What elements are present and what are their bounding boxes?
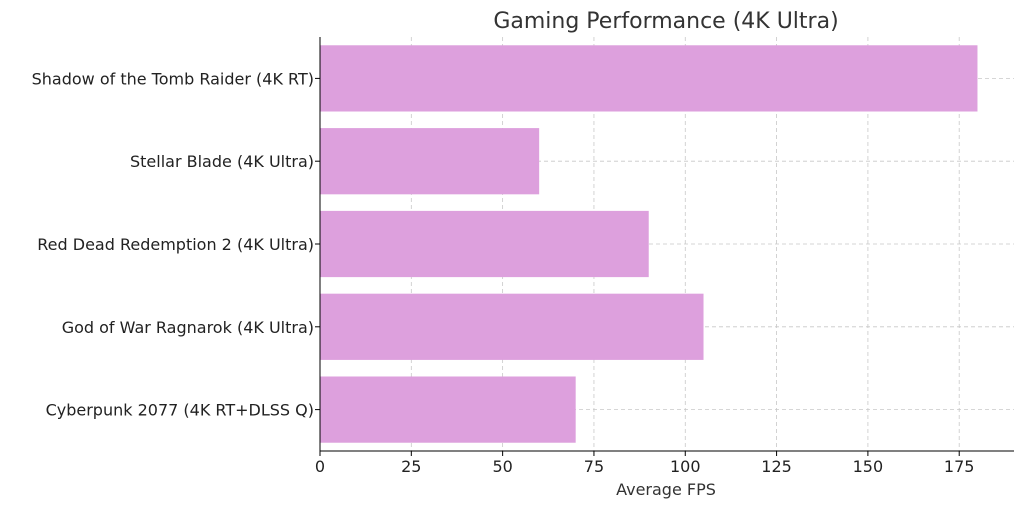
category-label: God of War Ragnarok (4K Ultra) (62, 318, 314, 337)
bar (320, 210, 649, 278)
x-tick-label: 50 (492, 457, 512, 476)
category-label: Stellar Blade (4K Ultra) (130, 152, 314, 171)
chart-title: Gaming Performance (4K Ultra) (493, 9, 838, 34)
x-tick-label: 125 (761, 457, 792, 476)
x-tick-label: 0 (315, 457, 325, 476)
bars (320, 45, 978, 443)
y-axis-ticks: Shadow of the Tomb Raider (4K RT) Stellar… (32, 69, 320, 420)
bar (320, 128, 540, 195)
x-axis-title: Average FPS (616, 480, 716, 499)
x-tick-label: 100 (670, 457, 701, 476)
x-tick-label: 150 (853, 457, 884, 476)
bar (320, 45, 978, 112)
category-label: Shadow of the Tomb Raider (4K RT) (32, 69, 314, 88)
bar (320, 376, 576, 443)
x-axis-ticks: 0 25 50 75 100 125 150 175 (315, 451, 975, 476)
category-label: Cyberpunk 2077 (4K RT+DLSS Q) (46, 401, 314, 420)
x-tick-label: 25 (401, 457, 421, 476)
x-tick-label: 175 (944, 457, 975, 476)
bar (320, 293, 704, 360)
category-label: Red Dead Redemption 2 (4K Ultra) (37, 235, 314, 254)
x-tick-label: 75 (584, 457, 604, 476)
